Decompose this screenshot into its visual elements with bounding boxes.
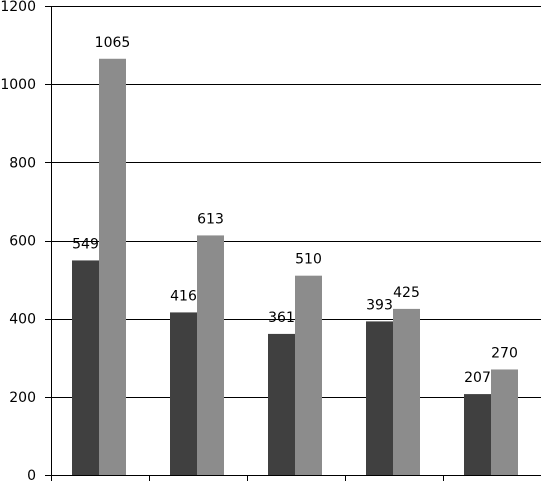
bar-series-2	[295, 275, 322, 475]
data-label: 207	[464, 370, 491, 386]
bar-series-1	[72, 260, 99, 475]
data-labels: 549 416 361 393 207 1065 613 510 425 270	[72, 35, 518, 386]
data-label: 1065	[95, 35, 131, 51]
data-label: 361	[268, 310, 295, 326]
y-tick-label: 800	[9, 155, 36, 171]
bar-series-2	[99, 58, 126, 475]
y-tick-label: 0	[27, 468, 36, 482]
y-tick-label: 600	[9, 234, 36, 250]
bar-series-2	[197, 235, 224, 475]
bars	[72, 58, 518, 475]
data-label: 549	[72, 236, 99, 252]
bar-series-2	[393, 308, 420, 475]
data-label: 425	[393, 285, 420, 301]
gridlines	[51, 6, 541, 398]
bar-series-1	[268, 333, 295, 475]
data-label: 510	[295, 252, 322, 268]
data-label: 270	[491, 345, 518, 361]
bar-series-1	[464, 394, 491, 475]
data-label: 393	[366, 297, 393, 313]
axes	[45, 6, 541, 481]
bar-series-1	[366, 321, 393, 475]
y-tick-label: 1000	[0, 77, 36, 93]
y-tick-label: 200	[9, 390, 36, 406]
bar-series-2	[491, 369, 518, 475]
y-axis-tick-labels: 0 200 400 600 800 1000 1200	[0, 0, 36, 482]
data-label: 613	[197, 211, 224, 227]
bar-series-1	[170, 312, 197, 475]
y-tick-label: 400	[9, 312, 36, 328]
y-tick-label: 1200	[0, 0, 36, 15]
data-label: 416	[170, 288, 197, 304]
